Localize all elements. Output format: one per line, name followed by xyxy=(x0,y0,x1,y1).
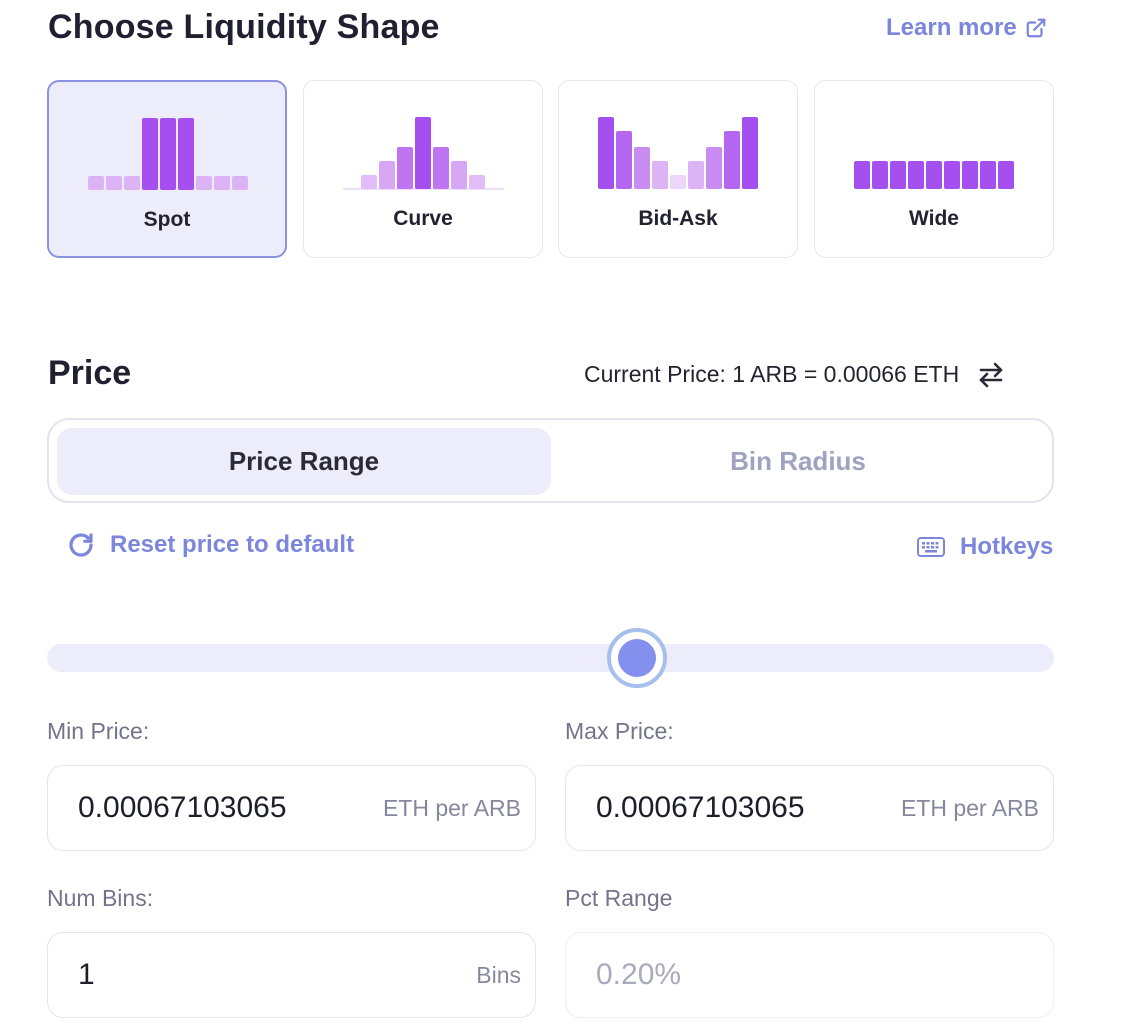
num-bins-input[interactable]: 1 Bins xyxy=(47,932,536,1018)
learn-more-label: Learn more xyxy=(886,14,1017,41)
min-price-input[interactable]: 0.00067103065 ETH per ARB xyxy=(47,765,536,851)
current-price-text: Current Price: 1 ARB = 0.00066 ETH xyxy=(584,361,960,387)
shape-label-spot: Spot xyxy=(143,208,191,231)
curve-shape-icon xyxy=(343,117,504,190)
pct-range-input: 0.20% xyxy=(565,932,1054,1018)
price-slider-handle[interactable] xyxy=(607,628,667,688)
price-mode-toggle: Price Range Bin Radius xyxy=(47,418,1054,503)
max-price-unit: ETH per ARB xyxy=(900,794,1039,821)
shape-card-bid-ask[interactable]: Bid-Ask xyxy=(558,80,798,258)
slider-handle-dot xyxy=(618,639,656,677)
max-price-input[interactable]: 0.00067103065 ETH per ARB xyxy=(565,765,1054,851)
hotkeys-label: Hotkeys xyxy=(960,533,1054,560)
shape-label-curve: Curve xyxy=(393,207,453,230)
section-title-liquidity-shape: Choose Liquidity Shape xyxy=(48,8,440,46)
tab-price-range[interactable]: Price Range xyxy=(57,428,551,495)
min-price-label: Min Price: xyxy=(47,718,150,744)
max-price-value: 0.00067103065 xyxy=(596,791,805,824)
wide-shape-icon xyxy=(854,161,1014,189)
current-price: Current Price: 1 ARB = 0.00066 ETH xyxy=(584,361,1005,388)
pct-range-label: Pct Range xyxy=(565,885,673,911)
swap-arrows-icon[interactable] xyxy=(977,362,1005,388)
num-bins-value: 1 xyxy=(78,958,95,991)
shape-card-spot[interactable]: Spot xyxy=(47,80,287,258)
pct-range-value: 0.20% xyxy=(596,958,682,991)
keyboard-icon xyxy=(917,537,945,557)
tab-bin-radius[interactable]: Bin Radius xyxy=(730,446,866,476)
refresh-icon xyxy=(69,533,93,557)
shape-label-bid-ask: Bid-Ask xyxy=(638,207,718,230)
shape-card-wide[interactable]: Wide xyxy=(814,80,1054,258)
price-slider-track[interactable] xyxy=(47,644,1054,672)
min-price-value: 0.00067103065 xyxy=(78,791,287,824)
hotkeys-button[interactable]: Hotkeys xyxy=(916,533,1053,561)
max-price-label: Max Price: xyxy=(565,718,674,744)
reset-price-button[interactable]: Reset price to default xyxy=(66,530,354,560)
shape-label-wide: Wide xyxy=(909,207,959,230)
num-bins-label: Num Bins: xyxy=(47,885,154,911)
shape-card-curve[interactable]: Curve xyxy=(303,80,543,258)
min-price-unit: ETH per ARB xyxy=(382,794,521,821)
num-bins-unit: Bins xyxy=(476,961,521,988)
spot-shape-icon xyxy=(88,118,248,190)
learn-more-link[interactable]: Learn more xyxy=(886,14,1047,42)
external-link-icon xyxy=(1026,18,1046,38)
section-title-price: Price xyxy=(48,354,132,392)
reset-price-label: Reset price to default xyxy=(110,531,355,558)
bid-ask-shape-icon xyxy=(598,117,758,189)
